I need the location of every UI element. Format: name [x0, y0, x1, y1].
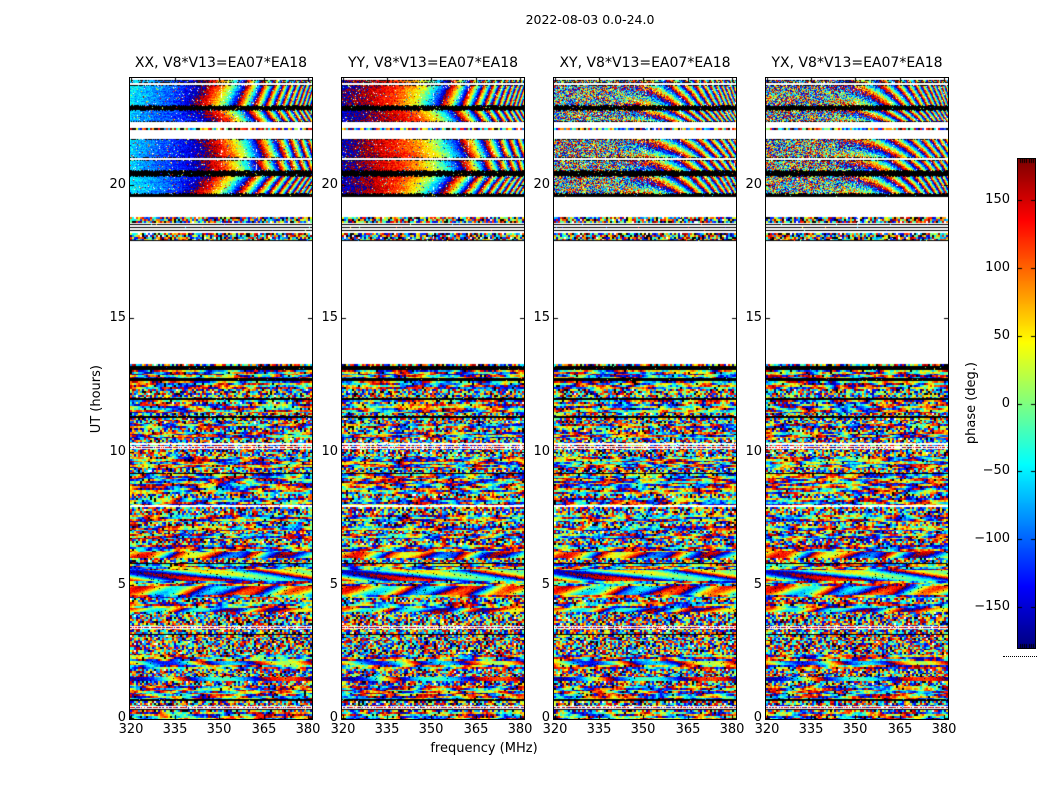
y-tick-label: 20 — [321, 177, 338, 192]
x-tick-label: 320 — [118, 722, 144, 737]
panel-title-YY: YY, V8*V13=EA07*EA18 — [347, 55, 519, 71]
y-tick-label: 5 — [541, 577, 550, 592]
y-tick-label: 20 — [533, 177, 550, 192]
heatmap-canvas-YY — [341, 77, 525, 720]
y-tick-label: 0 — [541, 710, 550, 725]
colorbar-tick-label: 100 — [985, 259, 1010, 275]
x-tick-label: 350 — [842, 722, 868, 737]
x-tick-label: 380 — [719, 722, 745, 737]
x-tick-label: 350 — [630, 722, 656, 737]
y-tick-label: 15 — [533, 310, 550, 325]
colorbar-tick-label: −100 — [974, 531, 1010, 547]
heatmap-canvas-YX — [765, 77, 949, 720]
panel-title-YX: YX, V8*V13=EA07*EA18 — [771, 55, 943, 71]
x-tick-label: 335 — [586, 722, 612, 737]
y-tick-label: 0 — [329, 710, 338, 725]
panel-title-XX: XX, V8*V13=EA07*EA18 — [134, 55, 308, 71]
x-tick-label: 380 — [295, 722, 321, 737]
x-axis-label: frequency (MHz) — [430, 741, 538, 756]
x-tick-label: 335 — [798, 722, 824, 737]
colorbar-tick-label: 50 — [993, 327, 1010, 343]
x-tick-label: 350 — [418, 722, 444, 737]
y-axis-label: UT (hours) — [89, 365, 104, 434]
y-tick-label: 10 — [745, 444, 762, 459]
x-tick-label: 320 — [330, 722, 356, 737]
colorbar-tick-label: −50 — [982, 463, 1010, 479]
x-tick-label: 365 — [675, 722, 701, 737]
colorbar-minor-rule — [1003, 656, 1037, 657]
y-tick-label: 0 — [753, 710, 762, 725]
x-tick-label: 365 — [251, 722, 277, 737]
y-tick-label: 10 — [109, 444, 126, 459]
y-tick-label: 5 — [117, 577, 126, 592]
y-tick-label: 15 — [109, 310, 126, 325]
colorbar-tick-label: 150 — [985, 191, 1010, 207]
y-tick-label: 5 — [329, 577, 338, 592]
y-tick-label: 10 — [533, 444, 550, 459]
x-tick-label: 365 — [463, 722, 489, 737]
x-tick-label: 365 — [887, 722, 913, 737]
panel-title-XY: XY, V8*V13=EA07*EA18 — [559, 55, 731, 71]
x-tick-label: 320 — [542, 722, 568, 737]
heatmap-canvas-XY — [553, 77, 737, 720]
x-tick-label: 335 — [374, 722, 400, 737]
figure-title: 2022-08-03 0.0-24.0 — [525, 12, 655, 27]
y-tick-label: 5 — [753, 577, 762, 592]
y-tick-label: 10 — [321, 444, 338, 459]
x-tick-label: 335 — [162, 722, 188, 737]
y-tick-label: 20 — [109, 177, 126, 192]
colorbar-tick-label: 0 — [1001, 395, 1010, 411]
x-tick-label: 380 — [507, 722, 533, 737]
y-tick-label: 15 — [745, 310, 762, 325]
colorbar-tick-label: −150 — [974, 599, 1010, 615]
x-tick-label: 320 — [754, 722, 780, 737]
x-tick-label: 350 — [206, 722, 232, 737]
y-tick-label: 15 — [321, 310, 338, 325]
y-tick-label: 20 — [745, 177, 762, 192]
heatmap-canvas-XX — [129, 77, 313, 720]
colorbar-canvas — [1017, 158, 1036, 649]
y-tick-label: 0 — [117, 710, 126, 725]
x-tick-label: 380 — [931, 722, 957, 737]
